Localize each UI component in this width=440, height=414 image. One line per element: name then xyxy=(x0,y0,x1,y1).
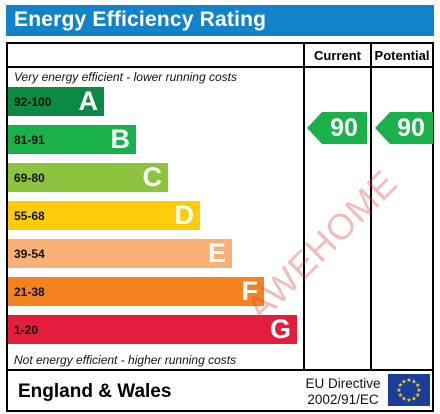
eu-star-icon: ★ xyxy=(411,396,416,403)
band-c: 69-80 C xyxy=(8,162,168,192)
column-divider-potential xyxy=(370,44,372,371)
potential-rating-arrow: 90 xyxy=(375,112,433,144)
eu-star-icon: ★ xyxy=(411,378,416,385)
band-f: 21-38 F xyxy=(8,276,264,306)
eu-star-icon: ★ xyxy=(398,392,403,399)
eu-directive-line1: EU Directive xyxy=(305,376,381,391)
band-letter-g: G xyxy=(269,314,291,344)
header-divider xyxy=(8,66,432,68)
band-b: 81-91 B xyxy=(8,124,136,154)
band-range-a: 92-100 xyxy=(14,95,52,109)
band-letter-d: D xyxy=(174,200,195,230)
band-d: 55-68 D xyxy=(8,200,200,230)
band-g: 1-20 G xyxy=(8,314,297,344)
title-bar: Energy Efficiency Rating xyxy=(6,5,434,36)
eu-star-icon: ★ xyxy=(406,397,411,404)
column-divider-current xyxy=(303,44,305,371)
potential-column-header: Potential xyxy=(374,48,430,63)
eu-star-icon: ★ xyxy=(396,387,401,394)
bottom-caption: Not energy efficient - higher running co… xyxy=(14,353,237,367)
band-e: 39-54 E xyxy=(8,238,232,268)
current-rating-arrow: 90 xyxy=(307,112,367,144)
eu-star-icon: ★ xyxy=(416,387,421,394)
band-range-f: 21-38 xyxy=(14,285,45,299)
eu-star-icon: ★ xyxy=(415,392,420,399)
chart-title: Energy Efficiency Rating xyxy=(14,8,267,31)
band-range-b: 81-91 xyxy=(14,133,45,147)
potential-arrow-shape xyxy=(375,112,433,144)
eu-star-icon: ★ xyxy=(401,378,406,385)
eu-directive-line2: 2002/91/EC xyxy=(307,392,379,407)
rating-frame: Current Potential Very energy efficient … xyxy=(6,42,434,412)
band-letter-f: F xyxy=(241,276,259,306)
footer-divider xyxy=(8,369,432,371)
band-letter-e: E xyxy=(207,238,226,268)
current-arrow-shape xyxy=(307,112,367,144)
band-range-e: 39-54 xyxy=(14,247,45,261)
band-a: 92-100 A xyxy=(8,86,104,116)
current-rating-value: 90 xyxy=(330,114,358,142)
band-range-g: 1-20 xyxy=(14,323,39,337)
current-column-header: Current xyxy=(314,48,361,63)
potential-rating-value: 90 xyxy=(397,114,425,142)
band-range-c: 69-80 xyxy=(14,171,45,185)
footer-region: England & Wales xyxy=(18,381,172,402)
top-caption: Very energy efficient - lower running co… xyxy=(14,70,237,84)
eu-star-icon: ★ xyxy=(401,396,406,403)
band-letter-b: B xyxy=(110,124,131,154)
band-letter-c: C xyxy=(142,162,163,192)
eu-star-icon: ★ xyxy=(406,377,411,384)
band-letter-a: A xyxy=(78,86,99,116)
eu-flag-icon: ★★★★★★★★★ ★ ★★ xyxy=(388,374,430,406)
band-range-d: 55-68 xyxy=(14,209,45,223)
eu-star-icon: ★ xyxy=(398,382,403,389)
eu-star-icon: ★ xyxy=(415,382,420,389)
eu-directive: EU Directive 2002/91/EC xyxy=(296,376,390,408)
